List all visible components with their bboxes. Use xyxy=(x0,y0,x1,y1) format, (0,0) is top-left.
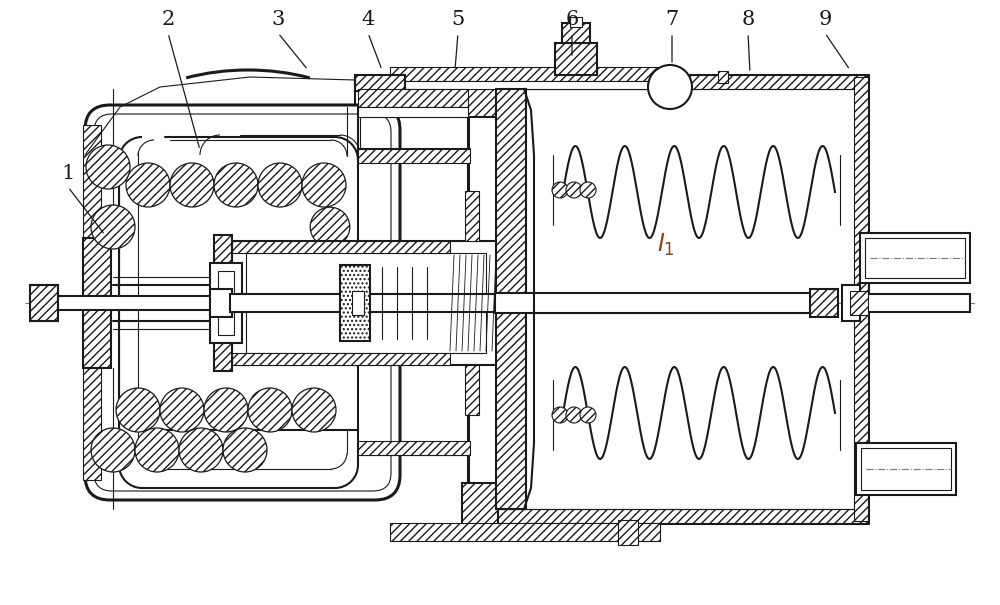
Bar xyxy=(562,23,590,43)
Bar xyxy=(462,483,498,525)
Bar xyxy=(58,296,213,310)
Bar xyxy=(210,263,242,343)
FancyBboxPatch shape xyxy=(85,105,400,500)
Bar xyxy=(856,443,956,495)
Circle shape xyxy=(214,163,258,207)
Circle shape xyxy=(160,388,204,432)
Bar xyxy=(358,149,470,163)
Circle shape xyxy=(580,182,596,198)
Bar xyxy=(358,89,468,107)
Bar xyxy=(570,17,582,27)
Circle shape xyxy=(302,163,346,207)
Circle shape xyxy=(223,428,267,472)
Bar xyxy=(850,291,868,315)
Bar xyxy=(462,75,498,117)
Bar xyxy=(232,353,450,365)
Bar xyxy=(842,285,860,321)
Circle shape xyxy=(292,388,336,432)
Circle shape xyxy=(91,205,135,249)
Bar xyxy=(470,75,866,89)
FancyBboxPatch shape xyxy=(94,114,391,491)
Bar xyxy=(83,238,111,368)
Bar xyxy=(718,71,728,83)
Circle shape xyxy=(204,388,248,432)
Text: 8: 8 xyxy=(741,10,755,29)
Bar xyxy=(390,67,660,81)
Circle shape xyxy=(86,145,130,189)
Bar xyxy=(390,523,660,541)
Text: 2: 2 xyxy=(161,10,175,29)
Bar xyxy=(214,235,232,371)
Bar xyxy=(555,43,597,75)
Text: 7: 7 xyxy=(665,10,679,29)
Bar xyxy=(465,191,479,241)
Bar xyxy=(352,291,364,315)
Text: 6: 6 xyxy=(565,10,579,29)
Bar xyxy=(465,365,479,415)
Bar xyxy=(218,271,234,335)
Bar xyxy=(246,253,486,353)
Circle shape xyxy=(552,407,568,423)
Text: 9: 9 xyxy=(818,10,832,29)
Bar xyxy=(470,509,866,523)
Bar xyxy=(83,125,101,480)
Bar xyxy=(358,441,470,455)
Bar xyxy=(30,285,58,321)
Circle shape xyxy=(566,407,582,423)
Circle shape xyxy=(135,428,179,472)
Bar xyxy=(496,89,526,509)
Circle shape xyxy=(580,407,596,423)
Circle shape xyxy=(310,207,350,247)
Bar xyxy=(230,294,495,312)
Bar xyxy=(810,289,838,317)
Bar xyxy=(618,520,638,545)
Bar xyxy=(210,289,232,317)
Bar xyxy=(390,81,660,89)
Text: 5: 5 xyxy=(451,10,465,29)
Bar xyxy=(860,233,970,283)
Bar xyxy=(232,241,450,253)
Text: 1: 1 xyxy=(61,164,75,183)
Bar xyxy=(340,265,370,341)
Bar xyxy=(232,241,500,365)
Circle shape xyxy=(566,182,582,198)
Bar xyxy=(358,107,468,117)
Bar xyxy=(355,75,405,91)
Circle shape xyxy=(258,163,302,207)
Bar xyxy=(495,293,835,313)
Text: 4: 4 xyxy=(361,10,375,29)
Bar xyxy=(861,448,951,490)
Circle shape xyxy=(170,163,214,207)
Circle shape xyxy=(648,65,692,109)
Text: 3: 3 xyxy=(271,10,285,29)
Circle shape xyxy=(91,428,135,472)
Bar xyxy=(860,294,970,312)
Circle shape xyxy=(179,428,223,472)
Bar xyxy=(865,238,965,278)
Text: $\mathit{I}_1$: $\mathit{I}_1$ xyxy=(657,232,675,258)
Circle shape xyxy=(126,163,170,207)
Circle shape xyxy=(116,388,160,432)
Circle shape xyxy=(552,182,568,198)
Bar xyxy=(854,77,868,521)
Circle shape xyxy=(248,388,292,432)
